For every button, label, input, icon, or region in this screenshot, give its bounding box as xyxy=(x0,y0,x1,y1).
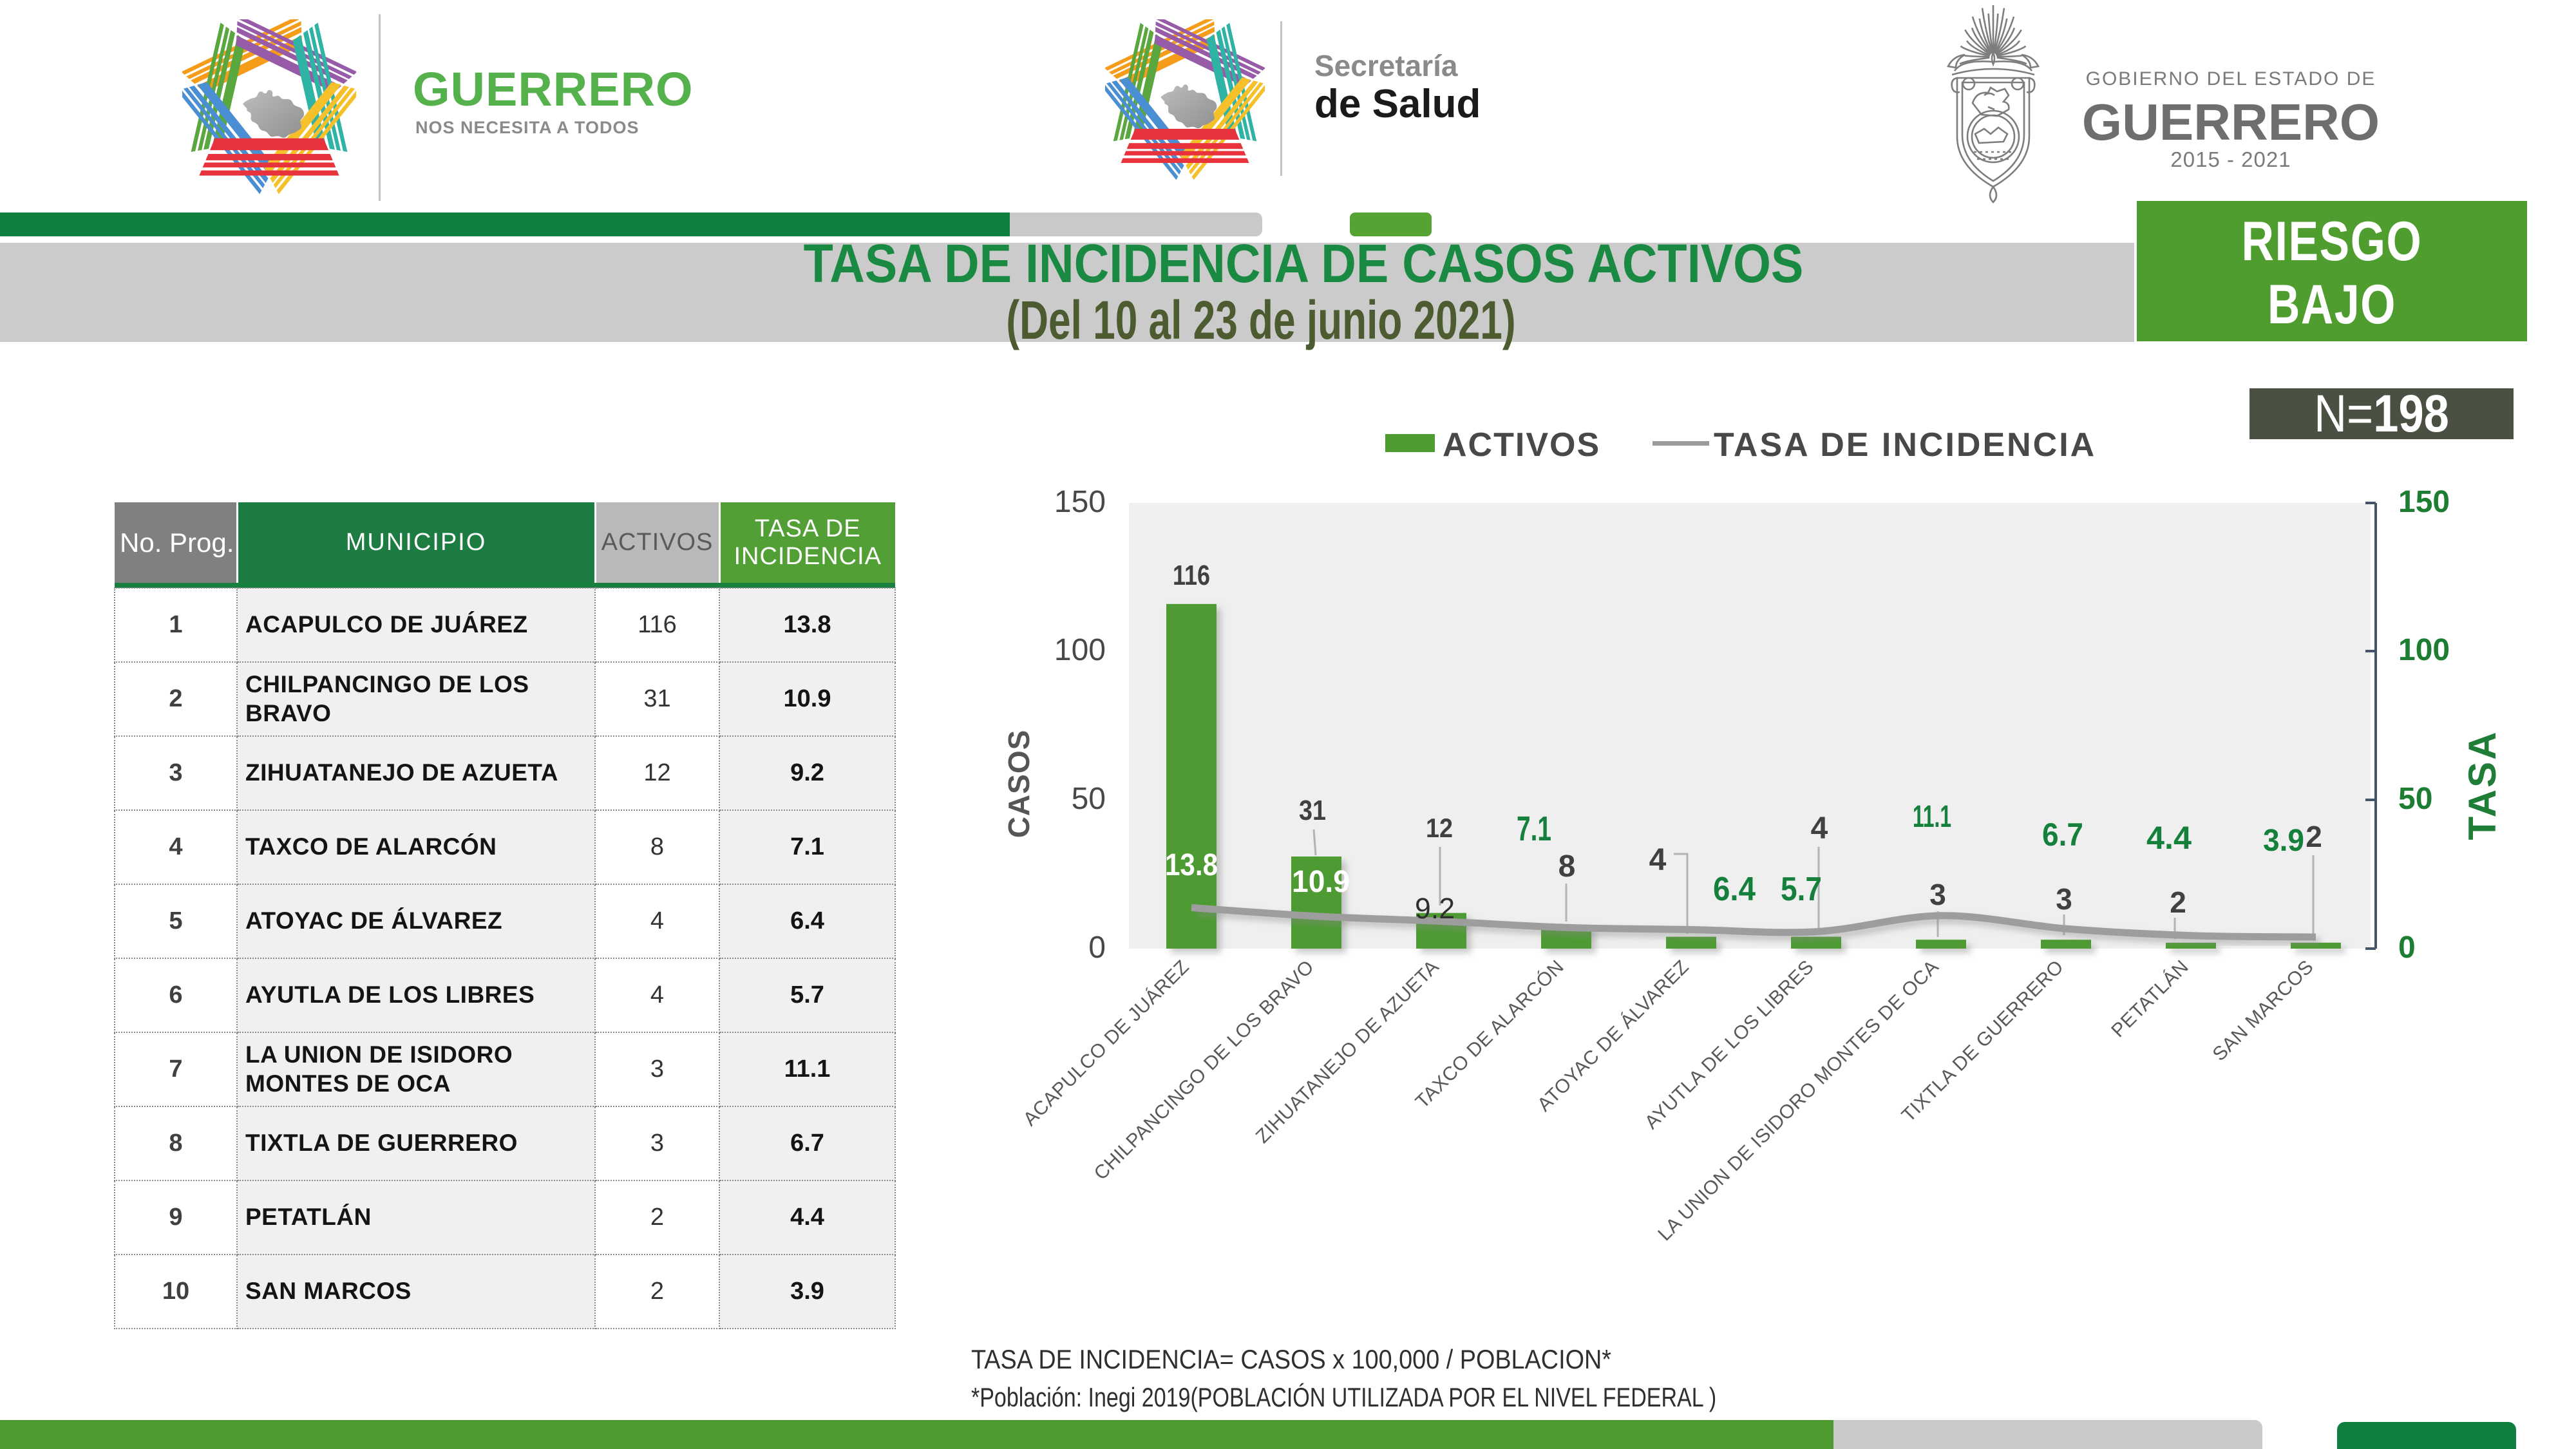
svg-text:2: 2 xyxy=(2306,820,2322,853)
svg-text:9.2: 9.2 xyxy=(1415,892,1455,925)
svg-text:13.8: 13.8 xyxy=(1165,848,1218,882)
svg-text:31: 31 xyxy=(1299,795,1326,826)
svg-text:3: 3 xyxy=(1929,878,1946,911)
svg-text:11.1: 11.1 xyxy=(1913,800,1951,834)
svg-text:5.7: 5.7 xyxy=(1781,871,1822,908)
svg-text:10.9: 10.9 xyxy=(1292,865,1350,899)
svg-text:2: 2 xyxy=(2170,886,2186,919)
svg-text:4: 4 xyxy=(1811,811,1828,846)
svg-text:CHILPANCINGO DE LOS BRAVO: CHILPANCINGO DE LOS BRAVO xyxy=(1090,956,1318,1184)
svg-text:3.9: 3.9 xyxy=(2263,824,2304,858)
svg-text:7.1: 7.1 xyxy=(1517,810,1551,848)
svg-text:12: 12 xyxy=(1426,813,1453,843)
svg-text:4.4: 4.4 xyxy=(2146,820,2192,856)
svg-text:6.4: 6.4 xyxy=(1713,871,1756,908)
svg-text:SAN MARCOS: SAN MARCOS xyxy=(2208,956,2317,1065)
svg-text:4: 4 xyxy=(1649,843,1667,877)
svg-text:PETATLÁN: PETATLÁN xyxy=(2107,956,2193,1042)
svg-text:3: 3 xyxy=(2056,882,2072,916)
svg-text:LA UNION DE ISIDORO MONTES DE: LA UNION DE ISIDORO MONTES DE OCA xyxy=(1654,956,1943,1245)
svg-text:6.7: 6.7 xyxy=(2042,817,2083,853)
svg-text:116: 116 xyxy=(1173,560,1210,591)
svg-text:8: 8 xyxy=(1558,849,1576,884)
